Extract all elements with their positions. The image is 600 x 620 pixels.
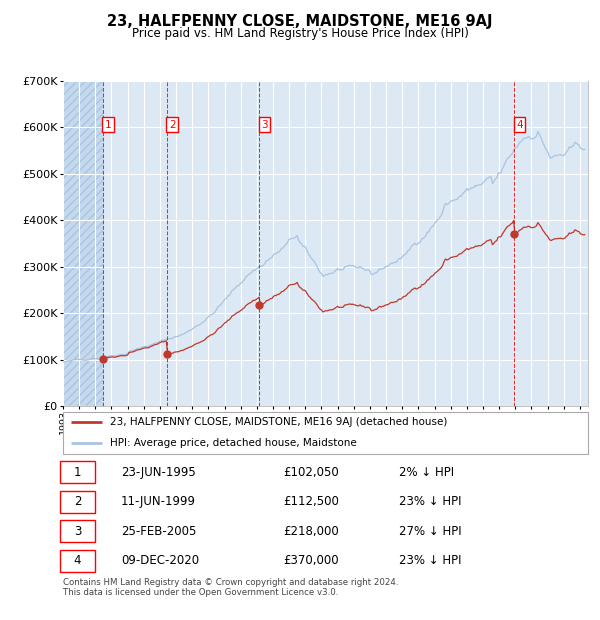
FancyBboxPatch shape [61,491,95,513]
Text: 2: 2 [74,495,81,508]
Text: 23, HALFPENNY CLOSE, MAIDSTONE, ME16 9AJ: 23, HALFPENNY CLOSE, MAIDSTONE, ME16 9AJ [107,14,493,29]
Text: £218,000: £218,000 [284,525,339,538]
Text: 4: 4 [74,554,81,567]
Text: 09-DEC-2020: 09-DEC-2020 [121,554,199,567]
Text: £370,000: £370,000 [284,554,339,567]
Text: 1: 1 [74,466,81,479]
FancyBboxPatch shape [61,550,95,572]
FancyBboxPatch shape [61,520,95,542]
Text: 1: 1 [105,120,112,130]
Text: 23-JUN-1995: 23-JUN-1995 [121,466,196,479]
FancyBboxPatch shape [61,461,95,483]
Text: 25-FEB-2005: 25-FEB-2005 [121,525,196,538]
Text: 4: 4 [516,120,523,130]
Text: £112,500: £112,500 [284,495,340,508]
Text: 2: 2 [169,120,176,130]
Text: 27% ↓ HPI: 27% ↓ HPI [399,525,461,538]
Text: 23, HALFPENNY CLOSE, MAIDSTONE, ME16 9AJ (detached house): 23, HALFPENNY CLOSE, MAIDSTONE, ME16 9AJ… [110,417,448,427]
Text: Contains HM Land Registry data © Crown copyright and database right 2024.
This d: Contains HM Land Registry data © Crown c… [63,578,398,597]
Text: 3: 3 [261,120,268,130]
Text: 23% ↓ HPI: 23% ↓ HPI [399,554,461,567]
Text: 2% ↓ HPI: 2% ↓ HPI [399,466,454,479]
Text: Price paid vs. HM Land Registry's House Price Index (HPI): Price paid vs. HM Land Registry's House … [131,27,469,40]
Text: 11-JUN-1999: 11-JUN-1999 [121,495,196,508]
Text: £102,050: £102,050 [284,466,339,479]
Text: 23% ↓ HPI: 23% ↓ HPI [399,495,461,508]
Text: 3: 3 [74,525,81,538]
Bar [63,81,103,406]
Text: HPI: Average price, detached house, Maidstone: HPI: Average price, detached house, Maid… [110,438,357,448]
